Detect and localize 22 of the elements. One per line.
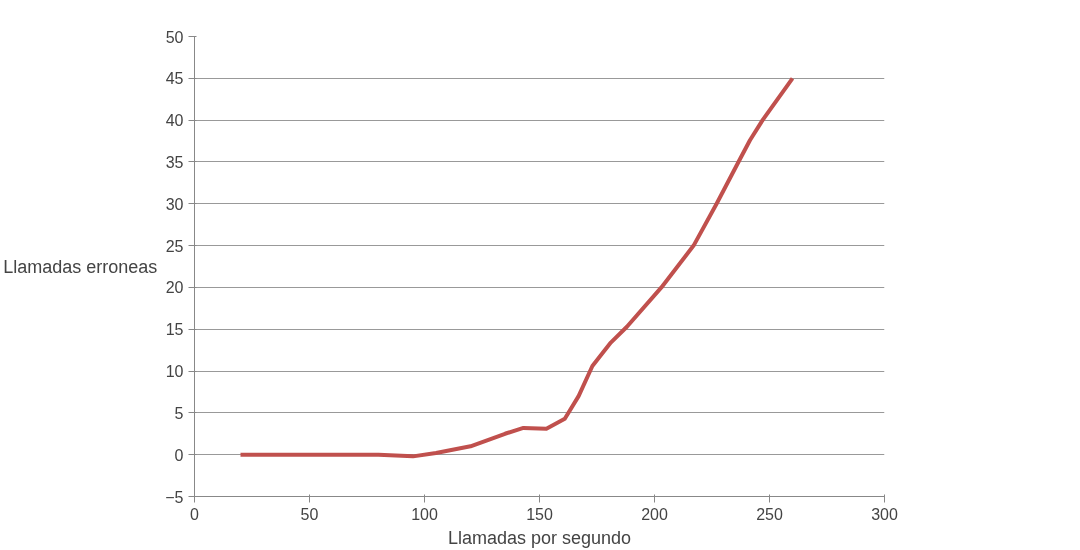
y-tick-label: 15 bbox=[165, 321, 184, 339]
y-tick-label: 0 bbox=[174, 446, 184, 464]
y-tick-label: 40 bbox=[165, 112, 184, 130]
x-tick-label: 250 bbox=[756, 505, 783, 523]
x-tick-label: 150 bbox=[526, 505, 553, 523]
y-tick-label: 45 bbox=[165, 70, 184, 88]
y-tick-label: 25 bbox=[165, 237, 184, 255]
y-tick-label: −5 bbox=[165, 488, 184, 506]
x-tick-label: 100 bbox=[411, 505, 438, 523]
x-axis-title: Llamadas por segundo bbox=[447, 527, 632, 548]
y-tick-label: 30 bbox=[165, 195, 184, 213]
y-tick-label: 50 bbox=[165, 28, 184, 46]
y-tick-label: 5 bbox=[174, 404, 184, 422]
x-tick-label: 300 bbox=[871, 505, 898, 523]
x-tick-label: 200 bbox=[641, 505, 668, 523]
x-tick-label: 0 bbox=[190, 505, 200, 523]
x-tick-label: 50 bbox=[300, 505, 319, 523]
y-axis-title: Llamadas erroneas bbox=[3, 256, 158, 277]
y-tick-label: 20 bbox=[165, 279, 184, 297]
line-series bbox=[238, 76, 795, 459]
y-tick-label: 35 bbox=[165, 153, 184, 171]
y-tick-label: 10 bbox=[165, 363, 184, 381]
